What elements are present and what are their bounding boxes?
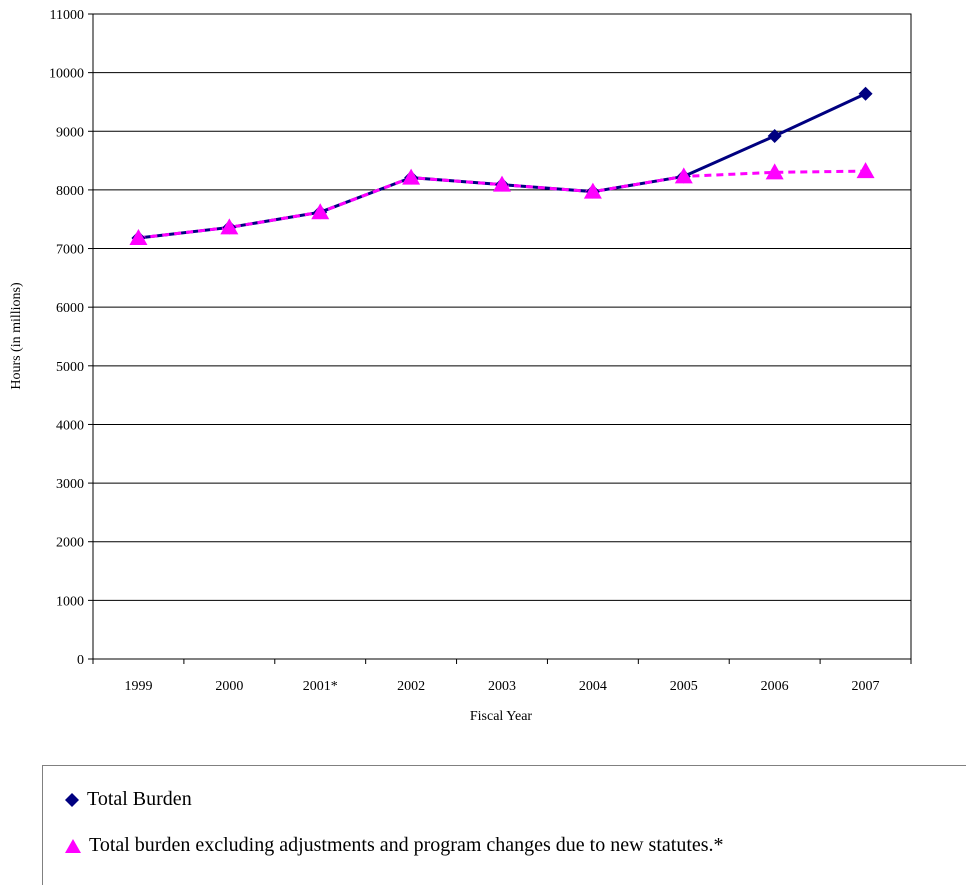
x-axis-title: Fiscal Year [470,709,533,724]
legend: Total Burden Total burden excluding adju… [42,765,966,885]
y-tick-label: 7000 [56,243,84,258]
series-2-point [765,163,784,180]
series-2-point [311,203,330,220]
legend-item-total-burden: Total Burden [65,788,192,811]
series-2-point [493,175,511,192]
series-2-point [583,182,602,199]
y-tick-label: 11000 [50,8,84,23]
series-2-point [402,168,421,185]
y-tick-label: 5000 [56,360,84,375]
x-tick-label: 2007 [852,679,880,694]
series-2-point [856,162,875,179]
y-tick-label: 1000 [56,594,84,609]
y-tick-label: 8000 [56,184,84,199]
series-1-point [767,128,782,143]
series-line-1 [138,92,867,240]
legend-item-excluding: Total burden excluding adjustments and p… [65,834,724,857]
series-2-point [129,228,148,245]
axes [88,13,912,664]
x-tick-label: 2004 [579,679,607,694]
series-1-point [858,86,873,101]
y-tick-label: 10000 [49,67,84,82]
y-tick-label: 2000 [56,536,84,551]
series-2-point [674,167,693,184]
x-tick-label: 2001* [303,679,338,694]
series-markers [129,86,875,245]
y-tick-label: 9000 [56,125,84,140]
triangle-marker-icon [65,838,81,853]
x-tick-label: 2005 [670,679,698,694]
gridlines [93,72,911,601]
y-axis-title: Hours (in millions) [9,282,24,390]
x-tick-label: 2000 [215,679,243,694]
line-chart: 0 1000 2000 3000 4000 5000 6000 7000 8000 9000 100… [9,8,912,724]
y-tick-label: 3000 [56,477,84,492]
series-lines [138,92,867,240]
plot-frame [92,13,912,660]
x-tick-label: 2003 [488,679,516,694]
y-tick-label: 0 [77,653,84,668]
diamond-marker-icon [65,792,79,807]
x-tick-labels: 1999 2000 2001* 2002 2003 2004 2005 2006 2007 [124,679,879,694]
y-tick-label: 6000 [56,301,84,316]
y-tick-label: 4000 [56,418,84,433]
x-tick-label: 1999 [124,679,152,694]
x-tick-label: 2002 [397,679,425,694]
legend-label-excluding: Total burden excluding adjustments and p… [89,834,724,856]
series-2-point [220,218,239,235]
x-tick-label: 2006 [761,679,789,694]
y-tick-labels: 0 1000 2000 3000 4000 5000 6000 7000 8000 9000 100… [49,8,84,668]
legend-label-total-burden: Total Burden [87,788,192,810]
